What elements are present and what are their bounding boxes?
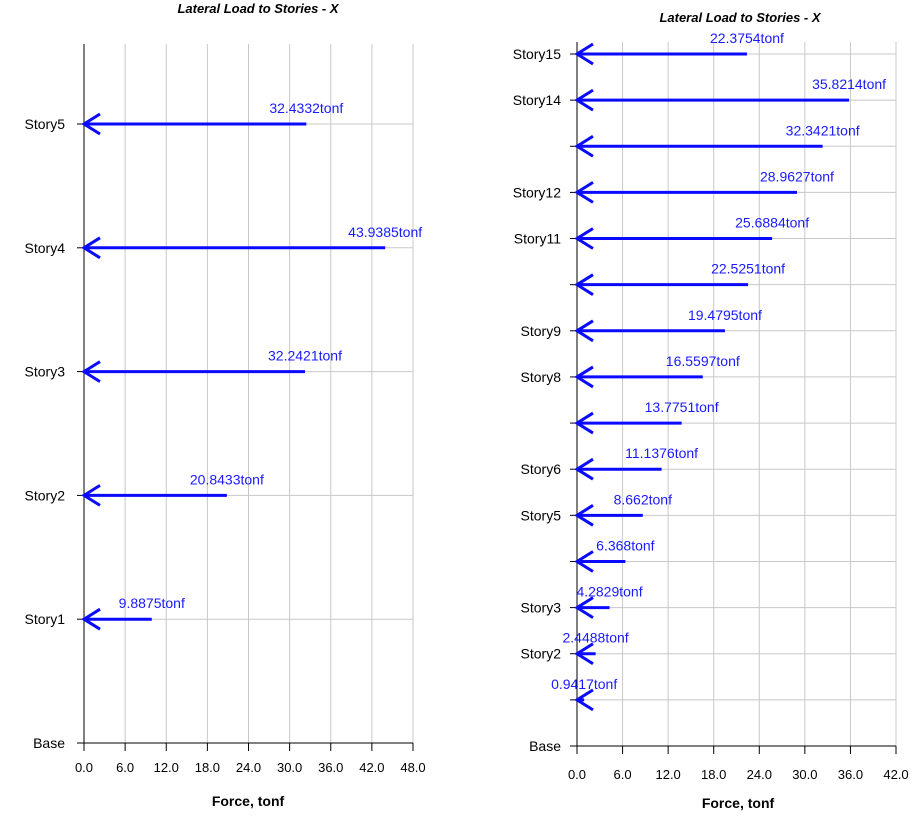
left-story-label: Base bbox=[33, 735, 65, 751]
right-force-arrow-head bbox=[574, 227, 594, 250]
right-force-arrow-head bbox=[574, 504, 594, 527]
right-story-label: Story15 bbox=[513, 46, 561, 62]
left-force-arrow-head bbox=[81, 360, 101, 383]
right-x-tick-label: 12.0 bbox=[655, 767, 680, 782]
right-x-tick-label: 18.0 bbox=[701, 767, 726, 782]
right-story-label: Story2 bbox=[521, 646, 562, 662]
left-story-label: Story2 bbox=[25, 487, 66, 503]
right-x-tick-label: 30.0 bbox=[792, 767, 817, 782]
right-force-arrow-head bbox=[574, 134, 594, 158]
right-force-value-label: 0.9417tonf bbox=[551, 676, 617, 692]
right-force-value-label: 22.3754tonf bbox=[710, 30, 784, 46]
right-story-label: Story5 bbox=[521, 507, 562, 523]
right-force-value-label: 28.9627tonf bbox=[760, 168, 834, 184]
right-force-value-label: 16.5597tonf bbox=[666, 353, 740, 369]
right-x-axis-label: Force, tonf bbox=[702, 795, 775, 811]
left-x-tick-label: 18.0 bbox=[195, 760, 220, 775]
left-force-arrow-head bbox=[81, 607, 101, 631]
right-x-tick-label: 24.0 bbox=[747, 767, 772, 782]
right-force-value-label: 11.1376tonf bbox=[625, 445, 698, 461]
right-story-label: Story11 bbox=[514, 231, 561, 247]
left-x-axis-label: Force, tonf bbox=[212, 793, 285, 809]
left-x-tick-label: 36.0 bbox=[318, 760, 343, 775]
right-force-value-label: 25.6884tonf bbox=[735, 215, 809, 231]
right-force-value-label: 6.368tonf bbox=[596, 537, 654, 553]
right-x-tick-label: 6.0 bbox=[614, 767, 632, 782]
left-force-arrow-head bbox=[81, 484, 101, 507]
right-force-value-label: 8.662tonf bbox=[614, 491, 672, 507]
right-force-arrow-head bbox=[574, 88, 594, 112]
left-x-tick-label: 30.0 bbox=[277, 760, 302, 775]
right-force-arrow-head bbox=[574, 642, 594, 666]
left-x-tick-label: 0.0 bbox=[75, 760, 93, 775]
right-force-arrow-head bbox=[574, 411, 594, 435]
left-x-tick-label: 42.0 bbox=[359, 760, 384, 775]
left-force-value-label: 20.8433tonf bbox=[190, 471, 264, 487]
left-force-arrow-head bbox=[81, 112, 101, 136]
left-x-tick-label: 6.0 bbox=[116, 760, 134, 775]
right-force-value-label: 4.2829tonf bbox=[576, 584, 642, 600]
right-force-arrow-head bbox=[574, 319, 594, 343]
left-x-tick-label: 48.0 bbox=[400, 760, 425, 775]
right-force-arrow-head bbox=[574, 457, 594, 481]
left-story-label: Story1 bbox=[25, 611, 66, 627]
right-story-label: Story12 bbox=[513, 184, 561, 200]
right-force-value-label: 22.5251tonf bbox=[711, 261, 785, 277]
left-story-label: Story3 bbox=[25, 364, 66, 380]
left-force-arrow-head bbox=[81, 236, 101, 260]
right-story-label: Story9 bbox=[521, 323, 562, 339]
left-force-value-label: 32.2421tonf bbox=[268, 348, 342, 364]
right-force-arrow-head bbox=[574, 365, 594, 389]
right-story-label: Base bbox=[529, 738, 561, 754]
right-force-value-label: 19.4795tonf bbox=[688, 307, 762, 323]
right-story-label: Story14 bbox=[513, 92, 561, 108]
left-force-value-label: 9.8875tonf bbox=[119, 595, 185, 611]
right-force-arrow-head bbox=[574, 550, 594, 573]
left-chart-title: Lateral Load to Stories - X bbox=[177, 1, 339, 16]
right-x-tick-label: 42.0 bbox=[883, 767, 908, 782]
left-force-value-label: 43.9385tonf bbox=[348, 224, 422, 240]
right-force-value-label: 35.8214tonf bbox=[812, 76, 886, 92]
right-force-value-label: 2.4488tonf bbox=[563, 630, 629, 646]
left-force-value-label: 32.4332tonf bbox=[269, 100, 343, 116]
right-story-label: Story6 bbox=[521, 461, 562, 477]
left-x-tick-label: 12.0 bbox=[154, 760, 179, 775]
left-story-label: Story5 bbox=[25, 116, 66, 132]
right-x-tick-label: 0.0 bbox=[568, 767, 586, 782]
left-x-tick-label: 24.0 bbox=[236, 760, 261, 775]
right-force-arrow-head bbox=[574, 181, 594, 204]
right-force-arrow-head bbox=[574, 42, 594, 66]
right-story-label: Story8 bbox=[521, 369, 562, 385]
right-force-value-label: 13.7751tonf bbox=[645, 399, 719, 415]
right-story-label: Story3 bbox=[521, 600, 562, 616]
right-force-arrow-head bbox=[574, 273, 594, 296]
right-force-arrow-head bbox=[574, 596, 594, 619]
left-story-label: Story4 bbox=[25, 240, 66, 256]
right-x-tick-label: 36.0 bbox=[838, 767, 863, 782]
right-force-arrow-head bbox=[574, 688, 594, 712]
right-chart-title: Lateral Load to Stories - X bbox=[659, 10, 821, 25]
right-force-value-label: 32.3421tonf bbox=[786, 122, 860, 138]
